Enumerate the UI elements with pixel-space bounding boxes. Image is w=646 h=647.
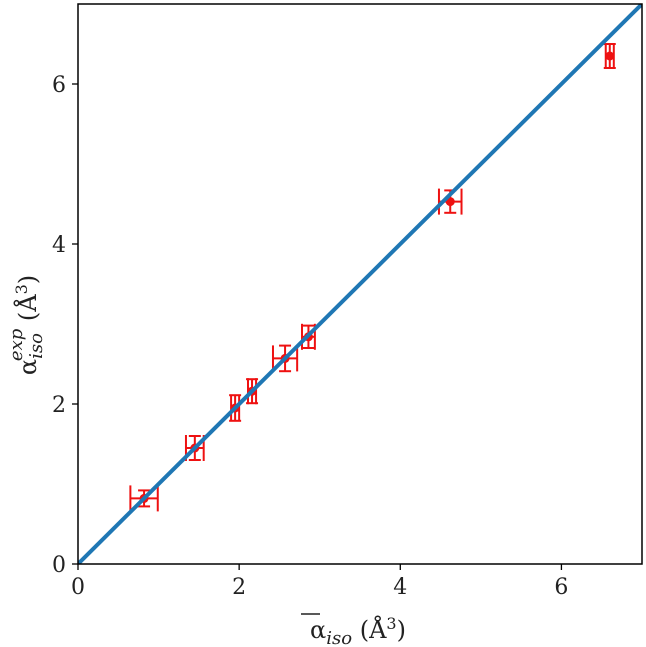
axis-ticks: 0 2 4 6 0 2 4 6 bbox=[52, 73, 568, 600]
y-axis-label: αisoexp (Å3) bbox=[6, 275, 47, 375]
reference-line bbox=[78, 4, 642, 564]
series-group bbox=[78, 4, 642, 564]
x-tick-label: 6 bbox=[554, 575, 568, 600]
x-axis-label: αiso (Å3) bbox=[310, 614, 406, 647]
x-tick-label: 4 bbox=[393, 575, 407, 600]
data-point bbox=[605, 51, 615, 61]
y-tick-label: 6 bbox=[52, 73, 66, 98]
errorbar-point bbox=[603, 43, 616, 69]
plot-area bbox=[77, 3, 643, 565]
x-tick-label: 0 bbox=[71, 575, 85, 600]
plot-frame bbox=[77, 3, 643, 565]
y-tick-label: 4 bbox=[52, 233, 66, 258]
y-tick-label: 0 bbox=[52, 553, 66, 578]
x-tick-label: 2 bbox=[232, 575, 246, 600]
y-tick-label: 2 bbox=[52, 393, 66, 418]
errorbar-point bbox=[437, 188, 463, 215]
